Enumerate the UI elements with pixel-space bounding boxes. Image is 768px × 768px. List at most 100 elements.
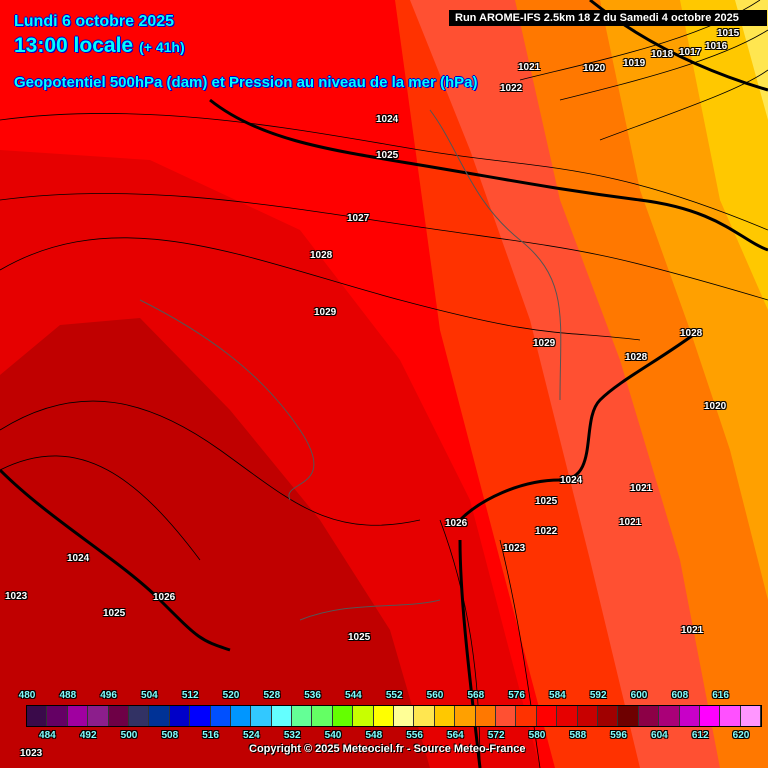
legend-swatch: [577, 706, 598, 726]
legend-label: 568: [467, 690, 485, 701]
legend-swatch: [475, 706, 496, 726]
legend-label: 540: [324, 730, 342, 741]
isobar-label: 1021: [619, 517, 642, 528]
legend-label: 580: [528, 730, 546, 741]
legend-label: 524: [243, 730, 260, 741]
legend-label: 564: [447, 730, 464, 741]
legend-label: 560: [426, 690, 444, 701]
lead-time: (+ 41h): [139, 39, 185, 55]
isobar-label: 1024: [376, 114, 399, 125]
legend-swatch: [292, 706, 313, 726]
isobar-label: 1018: [651, 49, 674, 60]
run-info: Run AROME-IFS 2.5km 18 Z du Samedi 4 oct…: [449, 10, 767, 26]
legend-label: 532: [283, 730, 301, 741]
legend-swatch: [210, 706, 231, 726]
legend-swatch: [230, 706, 252, 726]
isobar-label: 1020: [704, 401, 727, 412]
legend-label: 584: [549, 690, 566, 701]
isobar-label: 1017: [679, 47, 702, 58]
isobar-label: 1029: [533, 338, 556, 349]
isobar-label: 1028: [680, 328, 703, 339]
legend-swatch: [536, 706, 558, 726]
legend-label: 516: [202, 730, 219, 741]
band-588: [0, 318, 430, 768]
isobar-label: 1025: [103, 608, 126, 619]
isobar-label: 1023: [5, 591, 28, 602]
legend-swatch: [740, 706, 762, 726]
legend-swatch: [414, 706, 435, 726]
legend-label: 612: [691, 730, 709, 741]
legend-label: 572: [487, 730, 505, 741]
legend-swatch: [659, 706, 680, 726]
legend-label: 528: [263, 690, 281, 701]
legend-swatch: [679, 706, 700, 726]
copyright: Copyright © 2025 Meteociel.fr - Source M…: [249, 743, 526, 755]
isobar-label: 1021: [630, 483, 653, 494]
legend-swatch: [149, 706, 170, 726]
borders: [139, 109, 562, 621]
legend-label: 544: [345, 690, 362, 701]
isobar-label: 1020: [583, 63, 606, 74]
legend-label: 600: [630, 690, 648, 701]
legend-swatch: [271, 706, 293, 726]
legend-swatch: [455, 706, 476, 726]
legend-label: 480: [18, 690, 36, 701]
legend-swatch: [67, 706, 89, 726]
legend-label: 596: [610, 730, 627, 741]
legend-swatch: [495, 706, 517, 726]
legend-label: 512: [181, 690, 199, 701]
isobar-label: 1029: [314, 307, 337, 318]
legend-label: 496: [100, 690, 117, 701]
isobar-label: 1021: [681, 625, 704, 636]
legend-swatch: [720, 706, 741, 726]
isobar-label: 1027: [347, 213, 370, 224]
legend-label: 492: [79, 730, 97, 741]
isobar-label: 1023: [503, 543, 526, 554]
isobar-label: 1023: [20, 748, 43, 759]
legend-swatch: [638, 706, 660, 726]
legend-swatch: [47, 706, 68, 726]
isobar-label: 1022: [500, 83, 523, 94]
legend-label: 604: [651, 730, 668, 741]
parameter-title: Geopotentiel 500hPa (dam) et Pression au…: [14, 74, 478, 91]
isobar-label: 1016: [705, 41, 728, 52]
legend-swatch: [699, 706, 721, 726]
legend-swatch: [27, 706, 48, 726]
legend-label: 620: [732, 730, 750, 741]
legend-swatch: [108, 706, 129, 726]
band-556: [735, 0, 768, 120]
local-time: 13:00 locale: [14, 34, 134, 57]
legend-swatch: [88, 706, 109, 726]
legend-label: 484: [39, 730, 56, 741]
isobar-label: 1026: [153, 592, 176, 603]
legend-label: 548: [365, 730, 383, 741]
legend-label: 504: [141, 690, 158, 701]
isobar-label: 1025: [348, 632, 371, 643]
forecast-date: Lundi 6 octobre 2025: [14, 13, 175, 30]
legend-label: 576: [508, 690, 525, 701]
isobar-label: 1022: [535, 526, 558, 537]
legend-label: 536: [304, 690, 321, 701]
legend-label: 552: [385, 690, 403, 701]
legend-swatch: [353, 706, 374, 726]
legend-label: 556: [406, 730, 423, 741]
color-legend: [26, 705, 763, 727]
isobar-label: 1021: [518, 62, 541, 73]
legend-swatch: [128, 706, 150, 726]
legend-label: 616: [712, 690, 729, 701]
legend-label: 588: [569, 730, 587, 741]
legend-swatch: [169, 706, 191, 726]
legend-swatch: [251, 706, 272, 726]
isobar-label: 1015: [717, 28, 740, 39]
band-560: [680, 0, 768, 310]
isobar-label: 1026: [445, 518, 468, 529]
legend-swatch: [557, 706, 578, 726]
legend-swatch: [618, 706, 639, 726]
isobar-label: 1019: [623, 58, 646, 69]
legend-swatch: [312, 706, 333, 726]
isobar-label: 1028: [625, 352, 648, 363]
isobar-label: 1024: [67, 553, 90, 564]
legend-label: 608: [671, 690, 689, 701]
legend-swatch: [373, 706, 395, 726]
